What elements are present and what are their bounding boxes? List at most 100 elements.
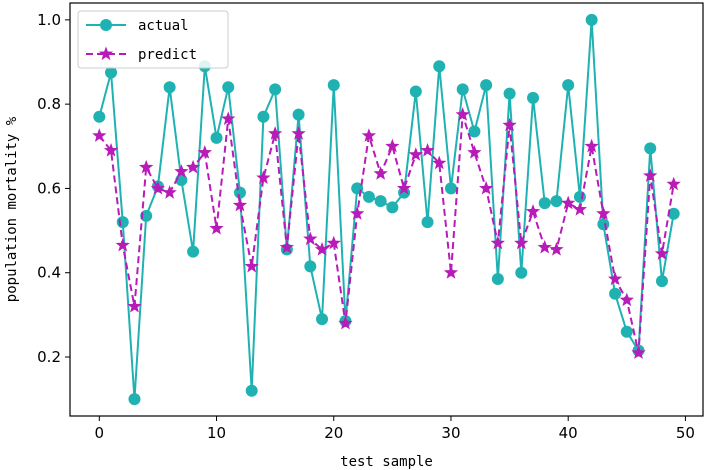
data-point-actual xyxy=(210,131,223,144)
data-point-predict xyxy=(350,206,365,220)
data-point-predict xyxy=(467,145,482,159)
data-point-predict xyxy=(303,231,318,246)
data-point-predict xyxy=(631,345,646,359)
data-point-predict xyxy=(561,195,576,210)
y-axis: 0.2 0.4 0.6 0.8 1.0 xyxy=(37,11,70,366)
x-tick-label: 20 xyxy=(324,424,343,442)
y-tick-label: 1.0 xyxy=(37,11,61,29)
data-point-predict xyxy=(127,298,142,313)
data-point-predict xyxy=(185,159,201,174)
legend-label-predict: predict xyxy=(138,47,197,63)
data-point-actual xyxy=(550,195,563,208)
data-point-predict xyxy=(607,271,623,286)
x-tick-label: 30 xyxy=(441,424,460,442)
x-tick-label: 50 xyxy=(676,424,695,442)
data-point-predict xyxy=(162,185,177,199)
data-point-actual xyxy=(456,83,469,96)
data-point-predict xyxy=(268,126,283,140)
data-point-predict xyxy=(396,180,412,195)
data-point-predict xyxy=(443,265,459,279)
data-point-predict xyxy=(502,117,517,132)
data-point-predict xyxy=(221,111,236,125)
series-line-predict xyxy=(98,113,675,354)
data-point-predict xyxy=(479,180,494,195)
data-point-predict xyxy=(490,235,505,250)
data-point-predict xyxy=(209,220,224,235)
data-point-actual xyxy=(655,275,668,288)
data-point-actual xyxy=(233,186,246,199)
legend-marker-actual xyxy=(100,19,112,31)
data-point-predict xyxy=(549,242,564,256)
y-tick-label: 0.4 xyxy=(37,264,61,282)
series-line-actual xyxy=(98,18,675,401)
data-point-predict xyxy=(150,180,166,195)
data-point-actual xyxy=(245,384,258,397)
data-point-predict xyxy=(385,138,400,153)
data-point-predict xyxy=(572,202,588,216)
data-point-actual xyxy=(421,216,434,229)
data-point-actual xyxy=(444,182,457,195)
data-point-actual xyxy=(374,195,387,208)
data-point-predict xyxy=(596,206,611,220)
data-point-predict xyxy=(643,168,658,182)
data-point-actual xyxy=(327,79,340,92)
data-point-predict xyxy=(232,197,248,212)
data-point-actual xyxy=(222,81,235,94)
data-point-actual xyxy=(187,245,200,258)
data-point-predict xyxy=(525,204,541,218)
data-point-predict xyxy=(361,128,377,142)
data-point-predict xyxy=(326,235,341,250)
data-point-actual xyxy=(562,79,575,92)
data-point-actual xyxy=(503,87,516,100)
data-point-actual xyxy=(515,266,528,279)
data-point-actual xyxy=(316,313,329,326)
data-point-actual xyxy=(257,110,270,123)
data-point-predict xyxy=(197,145,212,159)
data-point-actual xyxy=(175,174,188,186)
data-point-actual xyxy=(116,216,129,229)
x-axis: 0 10 20 30 40 50 xyxy=(95,416,695,442)
y-axis-label: population mortality % xyxy=(4,116,20,302)
x-tick-label: 0 xyxy=(95,424,105,442)
data-point-actual xyxy=(527,91,540,104)
x-tick-label: 10 xyxy=(207,424,226,442)
data-point-predict xyxy=(279,239,294,254)
data-point-actual xyxy=(491,273,504,286)
legend: actual predict xyxy=(77,10,229,69)
y-tick-label: 0.8 xyxy=(37,95,61,113)
data-point-predict xyxy=(244,258,259,273)
data-point-actual xyxy=(128,393,141,406)
data-point-actual xyxy=(538,197,551,210)
data-point-predict xyxy=(256,170,271,184)
data-point-predict xyxy=(314,242,330,256)
data-point-predict xyxy=(619,292,634,307)
legend-marker-predict xyxy=(98,46,114,61)
data-point-actual xyxy=(386,201,399,214)
legend-entry-predict: predict xyxy=(86,46,197,63)
data-point-actual xyxy=(585,13,598,26)
data-point-predict xyxy=(420,143,435,157)
data-point-predict xyxy=(408,147,423,161)
data-point-actual xyxy=(480,79,493,92)
data-point-actual xyxy=(93,110,106,123)
plot-area-frame xyxy=(69,2,704,417)
data-point-predict xyxy=(373,166,388,180)
data-point-actual xyxy=(304,260,317,273)
data-point-predict xyxy=(584,138,599,153)
data-point-predict xyxy=(432,155,447,170)
legend-entry-actual: actual xyxy=(86,18,189,34)
data-point-predict xyxy=(103,143,119,157)
data-point-actual xyxy=(644,142,657,155)
data-point-predict xyxy=(92,128,107,142)
data-point-predict xyxy=(537,239,552,254)
series-layer xyxy=(92,13,681,406)
data-point-actual xyxy=(409,85,422,98)
data-point-actual xyxy=(292,108,305,121)
data-point-predict xyxy=(291,126,306,140)
data-point-predict xyxy=(514,235,529,250)
data-point-predict xyxy=(338,315,353,330)
data-point-predict xyxy=(654,246,670,260)
data-point-actual xyxy=(667,207,680,220)
data-point-actual xyxy=(597,218,610,231)
